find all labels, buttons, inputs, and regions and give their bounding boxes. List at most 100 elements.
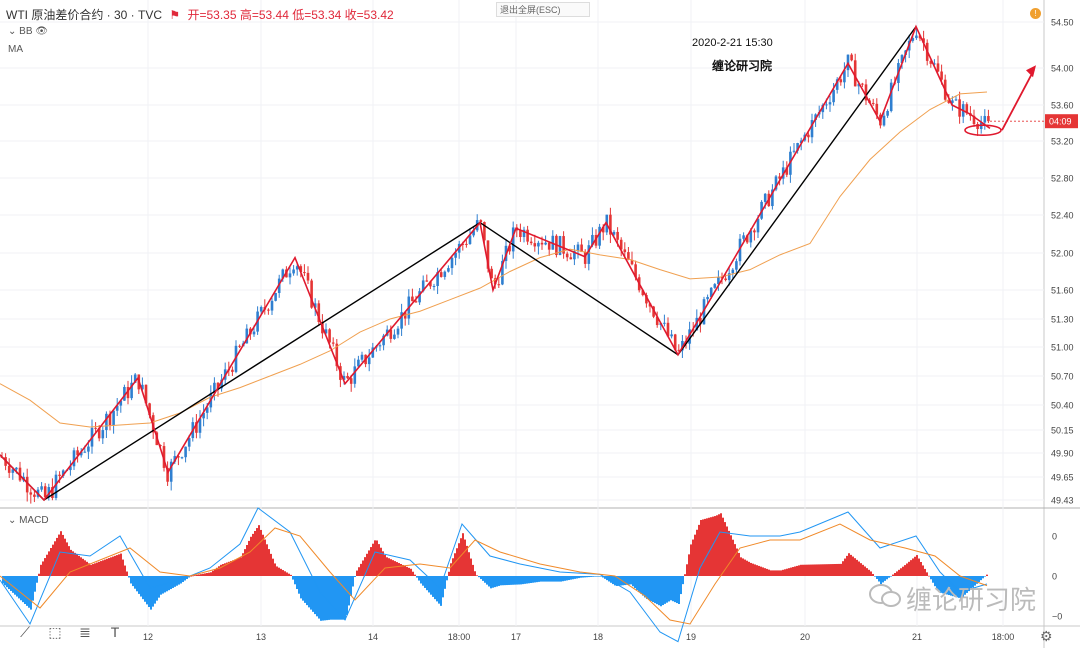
macd-histogram-bar [148,576,150,607]
macd-histogram-bar [256,528,258,576]
macd-histogram-bar [14,576,16,595]
candle-body [544,242,547,245]
rect-tool-icon[interactable]: ⬚ [48,624,62,640]
macd-tick-label: −0 [1052,612,1062,622]
macd-histogram-bar [144,576,146,602]
candle-body [771,189,774,207]
macd-histogram-bar [586,576,588,578]
macd-histogram-bar [30,576,32,610]
flag-icon[interactable]: ⚑ [169,8,181,22]
macd-histogram-bar [404,565,406,576]
line-tool-icon[interactable]: ⟋ [20,624,30,640]
bb-indicator[interactable]: ⌄ BB 👁 [8,26,48,37]
macd-histogram-bar [570,576,572,580]
price-tick-label: 52.00 [1051,249,1074,259]
macd-histogram-bar [868,569,870,576]
candle-body [576,244,580,252]
candle-body [450,257,454,269]
macd-histogram-bar [640,576,642,594]
macd-histogram-bar [890,576,892,577]
macd-histogram-bar [662,576,664,606]
macd-histogram-bar [770,570,772,576]
macd-histogram-bar [134,576,136,589]
macd-histogram-bar [56,537,58,576]
macd-histogram-bar [872,573,874,576]
candle-body [987,116,990,122]
candle-body [655,316,659,326]
candle-body [310,280,313,308]
macd-histogram-bar [568,576,570,581]
macd-histogram-bar [146,576,148,605]
macd-histogram-bar [512,576,514,585]
ma-line [0,91,988,428]
macd-histogram-bar [360,563,362,576]
candle-body [598,226,601,246]
annotation-date: 2020-2-21 15:30 [692,37,773,49]
candle-body [324,329,328,334]
candle-body [850,54,853,61]
candle-body [709,287,713,297]
macd-histogram-bar [118,554,120,576]
candle-body [670,334,673,337]
candle-body [169,461,173,482]
macd-histogram-bar [96,562,98,576]
candle-body [619,239,623,250]
time-tick-label: 14 [368,632,378,642]
macd-histogram-bar [398,563,400,576]
alert-icon[interactable]: ! [1030,8,1041,19]
macd-histogram-bar [346,576,348,615]
macd-histogram-bar [64,538,66,576]
drawings: 2020-2-21 15:30 缠论研习院 [692,37,1036,136]
macd-histogram-bar [844,558,846,576]
macd-histogram-bar [304,576,306,603]
collapse-icon[interactable]: ⌄ [8,26,17,37]
exit-fullscreen-button[interactable]: 退出全屏(ESC) [496,2,590,17]
macd-histogram-bar [626,576,628,585]
candle-body [706,296,709,300]
candle-body [180,457,184,459]
macd-histogram-bar [354,576,356,578]
candle-body [418,291,421,303]
macd-histogram-bar [104,559,106,576]
macd-histogram-bar [948,576,950,596]
macd-histogram-bar [556,576,558,582]
candle-body [367,357,371,365]
candle-body [900,55,904,64]
collapse-icon[interactable]: ⌄ [8,515,17,526]
macd-histogram-bar [22,576,24,603]
macd-histogram-bar [140,576,142,597]
macd-histogram-bar [532,576,534,583]
macd-histogram-bar [560,576,562,582]
symbol-title[interactable]: WTI 原油差价合约 · 30 · TVC [6,8,163,22]
macd-histogram-bar [614,576,616,586]
settings-gear-icon[interactable]: ⚙ [1040,628,1053,644]
candle-body [331,342,335,344]
macd-histogram-bar [202,573,204,576]
macd-histogram-bar [768,569,770,576]
macd-histogram-bar [426,576,428,591]
macd-histogram-bar [860,563,862,576]
macd-histogram-bar [894,572,896,576]
candle-body [763,193,767,202]
candle-body [202,412,205,419]
fib-tool-icon[interactable]: ≣ [79,624,91,640]
candle-body [976,124,979,130]
macd-indicator[interactable]: ⌄ MACD [8,515,49,526]
macd-histogram-bar [192,575,194,577]
macd-histogram-bar [884,576,886,581]
macd-histogram-bar [246,545,248,576]
ma-label[interactable]: MA [8,44,23,55]
macd-histogram-bar [384,554,386,576]
candle-body [382,335,385,346]
macd-histogram-bar [914,556,916,576]
macd-histogram-bar [152,576,154,607]
candle-body [508,245,511,252]
macd-histogram-bar [688,554,690,576]
eye-icon[interactable]: 👁 [35,26,48,37]
macd-histogram-bar [924,568,926,576]
text-tool-icon[interactable]: T [110,624,120,640]
macd-histogram-bar [850,554,852,576]
macd-histogram-bar [918,558,920,576]
